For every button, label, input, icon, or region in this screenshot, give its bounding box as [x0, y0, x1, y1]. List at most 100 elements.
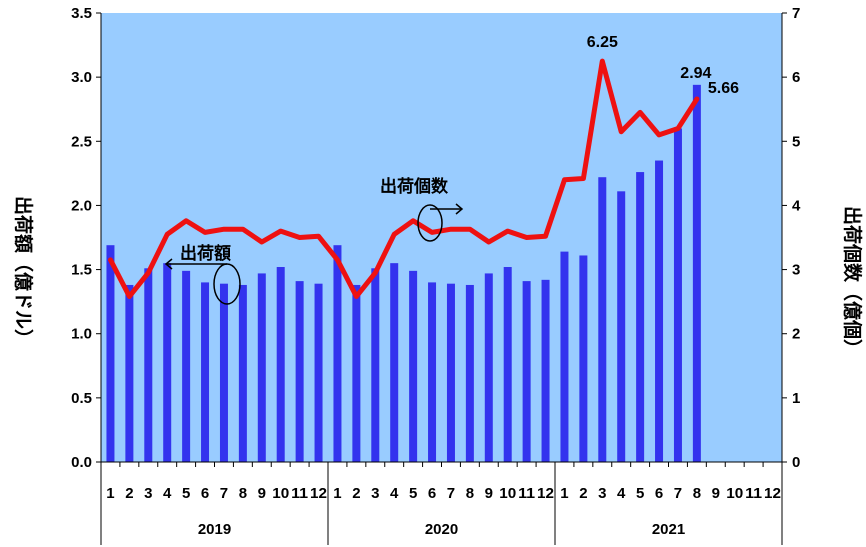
bar	[125, 284, 134, 462]
month-label: 11	[745, 485, 762, 502]
bar	[219, 283, 228, 462]
bar	[238, 284, 247, 462]
bar	[503, 267, 512, 462]
left-tick-label: 2.0	[71, 197, 92, 214]
month-label: 9	[485, 485, 493, 502]
bar	[352, 284, 361, 462]
month-label: 5	[182, 485, 190, 502]
month-label: 4	[390, 485, 399, 502]
month-label: 8	[466, 485, 474, 502]
annotation-shipment-count: 出荷個数	[380, 176, 464, 242]
category-axis: 1 2 3 4 5 6 7 8 9 10 11 12 1 2 3 4 5 6 7 8 9 10 11 12 1 2 3 4 5 6 7 8 9 1…	[100, 462, 783, 545]
bar	[673, 128, 682, 462]
month-label: 6	[655, 485, 663, 502]
left-tick-label: 1.5	[71, 262, 92, 279]
bar	[276, 267, 285, 462]
month-label: 1	[106, 485, 114, 502]
month-label: 7	[447, 485, 455, 502]
bar	[560, 251, 569, 462]
month-label: 9	[712, 485, 720, 502]
month-label: 11	[291, 485, 308, 502]
left-tick-label: 3.5	[71, 5, 92, 22]
bar	[409, 270, 418, 462]
bar	[598, 177, 607, 462]
month-label: 12	[764, 485, 781, 502]
bar	[314, 283, 323, 462]
month-label: 1	[333, 485, 341, 502]
bar	[106, 245, 115, 462]
year-label: 2019	[198, 521, 231, 538]
bar	[182, 270, 191, 462]
bar	[465, 284, 474, 462]
right-tick-label: 1	[792, 390, 800, 407]
month-label: 9	[258, 485, 266, 502]
left-tick-label: 0.5	[71, 390, 92, 407]
month-label: 8	[693, 485, 701, 502]
bar	[144, 268, 153, 462]
bar	[163, 263, 172, 462]
year-label: 2020	[425, 521, 458, 538]
data-label: 6.25	[587, 34, 618, 51]
month-label: 5	[636, 485, 644, 502]
bar	[333, 245, 342, 462]
bar	[579, 255, 588, 462]
month-label: 2	[579, 485, 587, 502]
bar-series	[106, 84, 701, 462]
line-series	[108, 58, 700, 299]
bar	[692, 84, 701, 462]
month-label: 2	[125, 485, 133, 502]
bar	[201, 282, 210, 462]
bar	[371, 268, 380, 462]
left-tick-label: 2.5	[71, 133, 92, 150]
month-label: 6	[201, 485, 209, 502]
right-tick-label: 2	[792, 326, 800, 343]
right-tick-label: 5	[792, 133, 800, 150]
month-label: 1	[560, 485, 568, 502]
annotation-circle	[417, 204, 443, 242]
month-label: 4	[617, 485, 626, 502]
bar	[636, 172, 645, 462]
month-label: 8	[239, 485, 247, 502]
bar	[522, 281, 531, 462]
year-label: 2021	[652, 521, 685, 538]
annotation-arrowhead	[455, 203, 464, 215]
bar	[428, 282, 437, 462]
data-labels: 6.25 2.945.66	[587, 34, 739, 97]
month-label: 10	[272, 485, 289, 502]
right-tick-label: 3	[792, 262, 800, 279]
month-label: 2	[352, 485, 360, 502]
annotation-shipment-count-text: 出荷個数	[380, 176, 449, 197]
month-label: 5	[409, 485, 417, 502]
right-tick-label: 0	[792, 454, 800, 471]
right-tick-label: 7	[792, 5, 800, 22]
bar	[541, 279, 550, 462]
bar	[655, 160, 664, 462]
bar	[484, 273, 493, 462]
month-label: 4	[163, 485, 172, 502]
month-label: 10	[499, 485, 516, 502]
bar	[295, 281, 304, 462]
bar	[446, 283, 455, 462]
right-tick-label: 4	[792, 197, 801, 214]
month-label: 3	[371, 485, 379, 502]
bar	[390, 263, 399, 462]
left-tick-label: 1.0	[71, 326, 92, 343]
bar	[257, 273, 266, 462]
month-label: 12	[310, 485, 327, 502]
month-label: 6	[428, 485, 436, 502]
right-tick-label: 6	[792, 69, 800, 86]
month-label: 3	[598, 485, 606, 502]
left-tick-label: 3.0	[71, 69, 92, 86]
line-path	[108, 58, 700, 299]
month-label: 3	[144, 485, 152, 502]
month-label: 12	[537, 485, 554, 502]
right-axis-label: 出荷個数（億個）	[841, 206, 864, 358]
left-axis-label: 出荷額（億ドル）	[12, 196, 35, 348]
data-label: 2.94	[680, 65, 711, 82]
plot-area	[101, 13, 782, 462]
annotation-shipment-value: 出荷額	[164, 243, 241, 305]
annotation-shipment-value-text: 出荷額	[180, 243, 231, 264]
left-tick-label: 0.0	[71, 454, 92, 471]
month-label: 10	[726, 485, 743, 502]
